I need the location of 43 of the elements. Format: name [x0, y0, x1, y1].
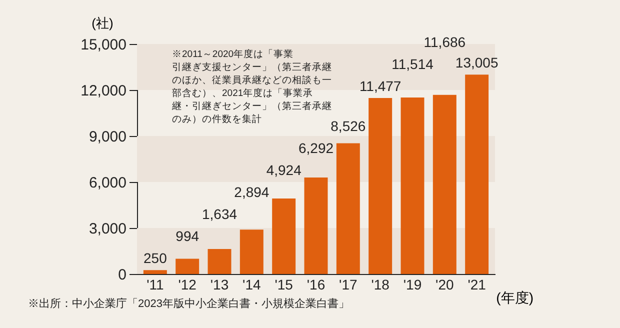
bar	[208, 248, 232, 274]
y-tick-label: 0	[118, 266, 126, 284]
y-tick-label: 9,000	[88, 128, 126, 146]
x-tick-label: '16	[306, 276, 326, 292]
x-tick-label: '12	[178, 276, 197, 292]
x-tick-label: '21	[468, 276, 486, 292]
bar	[368, 98, 392, 274]
y-axis-title: (社)	[92, 16, 114, 30]
x-axis-title: (年度)	[496, 290, 534, 306]
x-tick-label: '14	[242, 276, 262, 292]
bar	[272, 198, 296, 274]
y-tick-label: 3,000	[88, 220, 126, 238]
y-tick-label: 15,000	[80, 36, 126, 54]
data-label: 1,634	[202, 206, 238, 222]
data-label: 2,894	[234, 184, 270, 200]
data-label: 8,526	[330, 118, 366, 134]
x-tick-label: '11	[146, 276, 164, 292]
bar	[304, 178, 328, 274]
data-label: 11,514	[392, 56, 434, 72]
x-tick-label: '20	[436, 276, 454, 292]
data-label: 4,924	[266, 162, 302, 178]
bar	[143, 270, 167, 274]
data-label: 6,292	[298, 140, 334, 156]
y-tick-label: 6,000	[88, 174, 126, 192]
y-tick-label: 12,000	[80, 82, 126, 100]
bar	[465, 74, 489, 274]
x-tick-label: '13	[210, 276, 229, 292]
data-label: 11,477	[359, 78, 402, 94]
bar	[400, 97, 424, 274]
bar	[176, 258, 200, 274]
x-tick-label: '17	[339, 276, 358, 292]
data-label: 13,005	[455, 54, 498, 71]
data-label: 11,686	[424, 34, 466, 50]
x-tick-label: '15	[274, 276, 294, 292]
data-label: 994	[176, 228, 200, 244]
x-tick-label: '19	[403, 276, 422, 292]
data-label: 250	[143, 250, 168, 266]
bar	[240, 230, 264, 274]
bar	[432, 94, 456, 274]
text: ※出所：中小企業庁「2023年版中小企業白書・小規模企業白書」	[28, 296, 350, 311]
x-tick-label: '18	[371, 276, 390, 292]
annotation: ※2011～2020年度は「事業引継ぎ支援センター」（第三者承継のほか、従業員承継などの相談も一部含む）、2021年度は「事業承継・引継ぎセンター」（第三者承継のみ）の件数を集計	[171, 48, 332, 125]
bar	[336, 143, 360, 274]
